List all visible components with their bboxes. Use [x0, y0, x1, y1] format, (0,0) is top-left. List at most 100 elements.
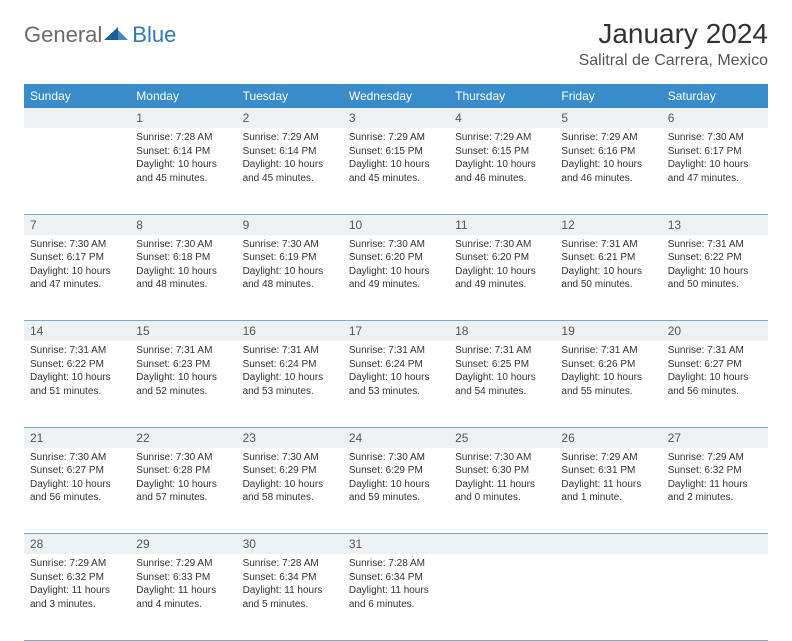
- day-cell: Sunrise: 7:30 AMSunset: 6:17 PMDaylight:…: [662, 128, 768, 214]
- day-cell: Sunrise: 7:31 AMSunset: 6:25 PMDaylight:…: [449, 341, 555, 427]
- sunset-text: Sunset: 6:21 PM: [561, 251, 655, 265]
- day-number: 25: [449, 427, 555, 448]
- day-details: Sunrise: 7:28 AMSunset: 6:14 PMDaylight:…: [130, 128, 236, 191]
- day-cell: Sunrise: 7:31 AMSunset: 6:22 PMDaylight:…: [24, 341, 130, 427]
- sunrise-text: Sunrise: 7:31 AM: [136, 344, 230, 358]
- sunrise-text: Sunrise: 7:29 AM: [30, 557, 124, 571]
- day-number: 29: [130, 534, 236, 555]
- daylight-text: and 49 minutes.: [455, 278, 549, 292]
- day-details: Sunrise: 7:28 AMSunset: 6:34 PMDaylight:…: [237, 554, 343, 617]
- sunset-text: Sunset: 6:30 PM: [455, 464, 549, 478]
- day-number: 23: [237, 427, 343, 448]
- sunrise-text: Sunrise: 7:29 AM: [561, 451, 655, 465]
- sunrise-text: Sunrise: 7:30 AM: [349, 451, 443, 465]
- day-cell: Sunrise: 7:29 AMSunset: 6:32 PMDaylight:…: [662, 448, 768, 534]
- sunrise-text: Sunrise: 7:31 AM: [561, 238, 655, 252]
- calendar-body: 123456Sunrise: 7:28 AMSunset: 6:14 PMDay…: [24, 108, 768, 640]
- sunrise-text: Sunrise: 7:30 AM: [349, 238, 443, 252]
- daylight-text: Daylight: 10 hours: [668, 158, 762, 172]
- sunrise-text: Sunrise: 7:29 AM: [243, 131, 337, 145]
- day-number: 17: [343, 321, 449, 342]
- daylight-text: and 50 minutes.: [561, 278, 655, 292]
- sunrise-text: Sunrise: 7:29 AM: [136, 557, 230, 571]
- day-cell: Sunrise: 7:29 AMSunset: 6:15 PMDaylight:…: [343, 128, 449, 214]
- daylight-text: and 3 minutes.: [30, 598, 124, 612]
- day-details: Sunrise: 7:30 AMSunset: 6:18 PMDaylight:…: [130, 235, 236, 298]
- sunset-text: Sunset: 6:32 PM: [30, 571, 124, 585]
- day-cell: Sunrise: 7:30 AMSunset: 6:17 PMDaylight:…: [24, 235, 130, 321]
- daylight-text: and 4 minutes.: [136, 598, 230, 612]
- day-details: Sunrise: 7:31 AMSunset: 6:21 PMDaylight:…: [555, 235, 661, 298]
- daylight-text: and 53 minutes.: [243, 385, 337, 399]
- day-cell: Sunrise: 7:29 AMSunset: 6:15 PMDaylight:…: [449, 128, 555, 214]
- day-details: Sunrise: 7:31 AMSunset: 6:24 PMDaylight:…: [237, 341, 343, 404]
- day-number: 30: [237, 534, 343, 555]
- day-number: 20: [662, 321, 768, 342]
- day-number-row: 21222324252627: [24, 427, 768, 448]
- daylight-text: Daylight: 10 hours: [668, 265, 762, 279]
- sunset-text: Sunset: 6:17 PM: [668, 145, 762, 159]
- daylight-text: and 51 minutes.: [30, 385, 124, 399]
- day-details: Sunrise: 7:31 AMSunset: 6:26 PMDaylight:…: [555, 341, 661, 404]
- daylight-text: Daylight: 10 hours: [30, 371, 124, 385]
- location-subtitle: Salitral de Carrera, Mexico: [579, 52, 768, 70]
- day-cell: Sunrise: 7:30 AMSunset: 6:29 PMDaylight:…: [237, 448, 343, 534]
- day-details: Sunrise: 7:30 AMSunset: 6:29 PMDaylight:…: [237, 448, 343, 511]
- daylight-text: and 55 minutes.: [561, 385, 655, 399]
- day-details: Sunrise: 7:31 AMSunset: 6:27 PMDaylight:…: [662, 341, 768, 404]
- day-number: 27: [662, 427, 768, 448]
- daylight-text: and 52 minutes.: [136, 385, 230, 399]
- day-cell: Sunrise: 7:29 AMSunset: 6:33 PMDaylight:…: [130, 554, 236, 640]
- sunrise-text: Sunrise: 7:31 AM: [30, 344, 124, 358]
- day-cell: Sunrise: 7:30 AMSunset: 6:18 PMDaylight:…: [130, 235, 236, 321]
- day-number: 26: [555, 427, 661, 448]
- day-number-row: 28293031: [24, 534, 768, 555]
- day-number: [449, 534, 555, 555]
- sunset-text: Sunset: 6:16 PM: [561, 145, 655, 159]
- day-cell: Sunrise: 7:31 AMSunset: 6:26 PMDaylight:…: [555, 341, 661, 427]
- day-cell: Sunrise: 7:30 AMSunset: 6:30 PMDaylight:…: [449, 448, 555, 534]
- day-cell: Sunrise: 7:28 AMSunset: 6:34 PMDaylight:…: [343, 554, 449, 640]
- week-row: Sunrise: 7:29 AMSunset: 6:32 PMDaylight:…: [24, 554, 768, 640]
- sunset-text: Sunset: 6:28 PM: [136, 464, 230, 478]
- daylight-text: and 50 minutes.: [668, 278, 762, 292]
- day-number: 14: [24, 321, 130, 342]
- sunset-text: Sunset: 6:31 PM: [561, 464, 655, 478]
- daylight-text: and 56 minutes.: [668, 385, 762, 399]
- sunset-text: Sunset: 6:18 PM: [136, 251, 230, 265]
- daylight-text: Daylight: 10 hours: [136, 265, 230, 279]
- sunrise-text: Sunrise: 7:30 AM: [243, 451, 337, 465]
- day-cell: Sunrise: 7:30 AMSunset: 6:27 PMDaylight:…: [24, 448, 130, 534]
- day-cell: [24, 128, 130, 214]
- day-cell: Sunrise: 7:30 AMSunset: 6:19 PMDaylight:…: [237, 235, 343, 321]
- day-details: Sunrise: 7:29 AMSunset: 6:14 PMDaylight:…: [237, 128, 343, 191]
- sunrise-text: Sunrise: 7:31 AM: [349, 344, 443, 358]
- day-cell: Sunrise: 7:31 AMSunset: 6:22 PMDaylight:…: [662, 235, 768, 321]
- day-number-row: 78910111213: [24, 214, 768, 235]
- sunrise-text: Sunrise: 7:31 AM: [243, 344, 337, 358]
- daylight-text: Daylight: 10 hours: [136, 478, 230, 492]
- sunset-text: Sunset: 6:29 PM: [349, 464, 443, 478]
- day-details: Sunrise: 7:29 AMSunset: 6:15 PMDaylight:…: [343, 128, 449, 191]
- sunrise-text: Sunrise: 7:28 AM: [136, 131, 230, 145]
- day-details: Sunrise: 7:31 AMSunset: 6:24 PMDaylight:…: [343, 341, 449, 404]
- day-number: 28: [24, 534, 130, 555]
- sunset-text: Sunset: 6:27 PM: [668, 358, 762, 372]
- daylight-text: Daylight: 10 hours: [349, 478, 443, 492]
- daylight-text: and 46 minutes.: [561, 172, 655, 186]
- sunset-text: Sunset: 6:24 PM: [243, 358, 337, 372]
- day-number: 6: [662, 108, 768, 128]
- daylight-text: Daylight: 11 hours: [668, 478, 762, 492]
- sunrise-text: Sunrise: 7:30 AM: [30, 451, 124, 465]
- daylight-text: and 46 minutes.: [455, 172, 549, 186]
- day-number: [24, 108, 130, 128]
- day-details: Sunrise: 7:30 AMSunset: 6:27 PMDaylight:…: [24, 448, 130, 511]
- day-details: Sunrise: 7:29 AMSunset: 6:32 PMDaylight:…: [24, 554, 130, 617]
- title-block: January 2024 Salitral de Carrera, Mexico: [579, 18, 768, 70]
- day-cell: Sunrise: 7:31 AMSunset: 6:21 PMDaylight:…: [555, 235, 661, 321]
- day-details: Sunrise: 7:29 AMSunset: 6:16 PMDaylight:…: [555, 128, 661, 191]
- day-number-row: 123456: [24, 108, 768, 128]
- daylight-text: Daylight: 10 hours: [349, 158, 443, 172]
- day-cell: Sunrise: 7:30 AMSunset: 6:28 PMDaylight:…: [130, 448, 236, 534]
- daylight-text: and 54 minutes.: [455, 385, 549, 399]
